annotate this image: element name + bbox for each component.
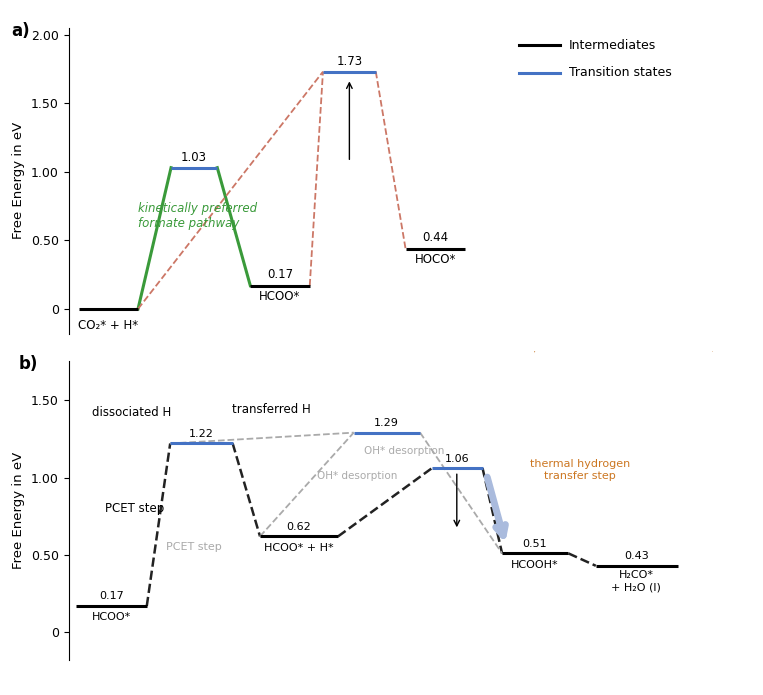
Text: 1.22: 1.22 bbox=[189, 429, 214, 439]
Text: Intermediates: Intermediates bbox=[569, 39, 656, 52]
Text: kinetically preferred
formate pathway: kinetically preferred formate pathway bbox=[138, 202, 257, 229]
Text: C: C bbox=[599, 420, 608, 433]
Point bbox=[560, 474, 572, 485]
Text: 1.03: 1.03 bbox=[181, 151, 208, 163]
Text: PCET step: PCET step bbox=[166, 542, 221, 553]
Text: O: O bbox=[599, 446, 610, 459]
Y-axis label: Free Energy in eV: Free Energy in eV bbox=[12, 122, 25, 239]
Text: a): a) bbox=[11, 22, 30, 40]
Text: 0.17: 0.17 bbox=[99, 591, 124, 601]
Text: HCOO*: HCOO* bbox=[259, 290, 301, 303]
Text: 1.29: 1.29 bbox=[374, 418, 399, 428]
Point bbox=[560, 395, 572, 406]
Text: HCOO* + H*: HCOO* + H* bbox=[264, 543, 334, 553]
Point bbox=[560, 448, 572, 459]
Point bbox=[560, 368, 572, 379]
Text: Ni: Ni bbox=[599, 367, 614, 380]
Text: thermal hydrogen
transfer step: thermal hydrogen transfer step bbox=[530, 459, 630, 480]
Text: 0.43: 0.43 bbox=[624, 551, 649, 561]
Text: 1.73: 1.73 bbox=[336, 55, 362, 67]
Text: HOCO*: HOCO* bbox=[414, 253, 456, 265]
Text: OH* desorption: OH* desorption bbox=[317, 471, 398, 481]
Text: 1.06: 1.06 bbox=[445, 454, 469, 464]
Y-axis label: Free Energy in eV: Free Energy in eV bbox=[12, 452, 25, 569]
Text: CO₂* + H*: CO₂* + H* bbox=[79, 318, 138, 332]
Text: 0.51: 0.51 bbox=[523, 539, 547, 549]
Point bbox=[560, 421, 572, 432]
Text: 0.62: 0.62 bbox=[287, 522, 311, 532]
Text: H: H bbox=[599, 473, 610, 486]
Text: OH* desorption: OH* desorption bbox=[364, 446, 445, 456]
Text: 0.17: 0.17 bbox=[267, 268, 293, 281]
Text: b): b) bbox=[19, 355, 38, 373]
Text: HCOOH*: HCOOH* bbox=[511, 559, 559, 570]
Text: PCET step: PCET step bbox=[105, 502, 165, 515]
FancyBboxPatch shape bbox=[533, 348, 715, 496]
Text: H₂CO*
+ H₂O (l): H₂CO* + H₂O (l) bbox=[611, 571, 662, 592]
Text: P: P bbox=[599, 393, 608, 407]
Text: transferred H: transferred H bbox=[233, 402, 311, 416]
Text: HCOO*: HCOO* bbox=[92, 612, 131, 622]
Text: Transition states: Transition states bbox=[569, 66, 672, 79]
Text: 0.44: 0.44 bbox=[422, 231, 449, 245]
Text: dissociated H: dissociated H bbox=[92, 406, 171, 418]
